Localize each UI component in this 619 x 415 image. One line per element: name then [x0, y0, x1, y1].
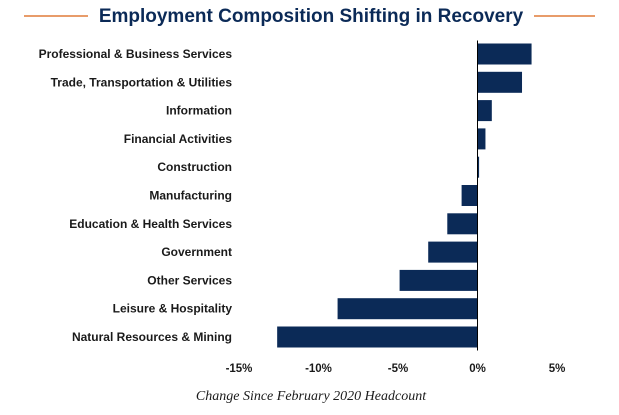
bar-1: [477, 71, 523, 93]
bar-3: [477, 128, 486, 150]
x-tick-label-3: 0%: [469, 363, 486, 375]
bars: [277, 43, 532, 348]
bar-4: [477, 156, 480, 178]
category-label-4: Construction: [157, 160, 232, 174]
category-label-6: Education & Health Services: [69, 217, 232, 231]
x-tick-label-1: -10%: [305, 363, 332, 375]
category-label-3: Financial Activities: [124, 132, 233, 146]
x-tick-label-0: -15%: [226, 363, 253, 375]
x-tick-label-2: -5%: [388, 363, 408, 375]
category-label-1: Trade, Transportation & Utilities: [51, 75, 233, 89]
bar-10: [277, 326, 478, 348]
chart-title: Employment Composition Shifting in Recov…: [99, 6, 524, 27]
x-axis-label: Change Since February 2020 Headcount: [196, 389, 427, 404]
bar-5: [461, 185, 478, 206]
x-tick-label-4: 5%: [549, 363, 566, 375]
category-labels: Professional & Business Services Trade, T…: [39, 47, 233, 344]
category-label-9: Leisure & Hospitality: [113, 302, 233, 316]
category-label-10: Natural Resources & Mining: [72, 330, 232, 344]
x-tick-labels: -15% -10% -5% 0% 5%: [226, 363, 566, 375]
category-label-7: Government: [161, 245, 232, 259]
category-label-2: Information: [166, 104, 232, 118]
bar-2: [477, 100, 492, 122]
bar-9: [337, 298, 478, 320]
bar-0: [477, 43, 532, 65]
category-label-0: Professional & Business Services: [39, 47, 233, 61]
bar-6: [447, 213, 478, 235]
category-label-8: Other Services: [147, 273, 232, 287]
bar-8: [399, 269, 478, 291]
bar-7: [428, 241, 478, 263]
category-label-5: Manufacturing: [149, 189, 232, 203]
